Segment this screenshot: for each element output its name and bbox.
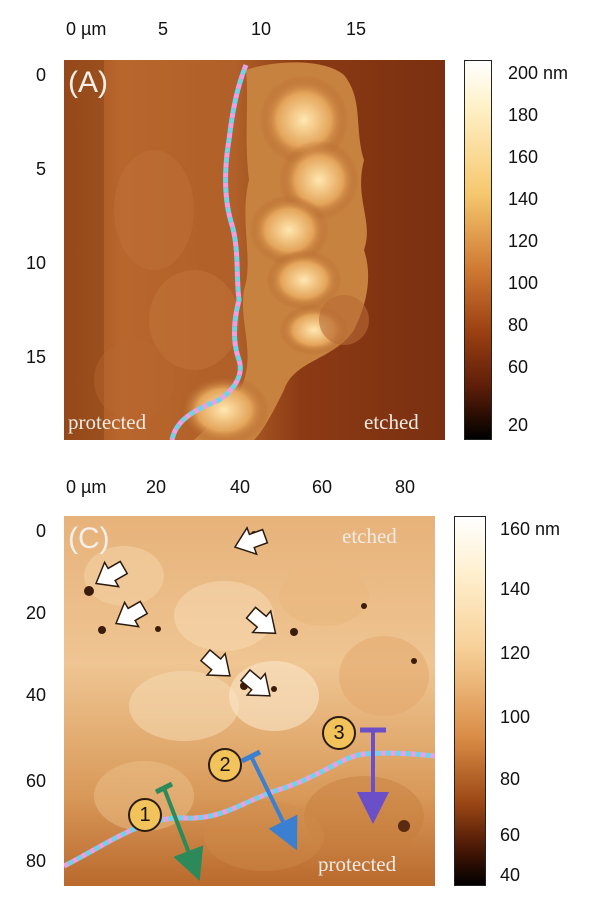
- panel-a-ytick-10: 10: [26, 253, 47, 273]
- colorbar-a-tick: 140: [508, 189, 539, 209]
- colorbar-a-tick: 80: [508, 315, 529, 335]
- panel-c-ytick-0: 0: [36, 521, 47, 541]
- panel-c-xtick-40: 40: [230, 477, 251, 497]
- colorbar-a-tick: 120: [508, 231, 539, 251]
- colorbar-c-tick: 140: [500, 579, 531, 599]
- marker-1: 1: [128, 798, 162, 832]
- panel-c-xtick-60: 60: [312, 477, 333, 497]
- panel-c-label: (C): [68, 522, 110, 555]
- panel-c-xtick-80: 80: [395, 477, 416, 497]
- colorbar-a: [464, 60, 492, 440]
- afm-image-a: [64, 60, 445, 440]
- panel-a-label: (A): [68, 66, 108, 99]
- afm-image-c: [64, 516, 435, 886]
- panel-a-protected-label: protected: [68, 410, 147, 434]
- panel-a-xtick-0: 0 µm: [66, 19, 107, 39]
- colorbar-c-tick: 120: [500, 643, 531, 663]
- marker-3: 3: [322, 716, 356, 750]
- panel-c-ytick-80: 80: [26, 851, 47, 871]
- panel-a-xtick-10: 10: [251, 19, 272, 39]
- panel-c-protected-label: protected: [318, 852, 397, 876]
- colorbar-c-unit: 160 nm: [500, 519, 561, 539]
- colorbar-a-tick: 20: [508, 415, 529, 435]
- panel-c-etched-label: etched: [342, 524, 397, 548]
- panel-a-xtick-5: 5: [158, 19, 169, 39]
- marker-2: 2: [208, 748, 242, 782]
- panel-c-ytick-60: 60: [26, 771, 47, 791]
- colorbar-c-tick: 80: [500, 769, 521, 789]
- panel-c-xtick-20: 20: [146, 477, 167, 497]
- panel-c-ytick-40: 40: [26, 685, 47, 705]
- colorbar-a-unit: 200 nm: [508, 63, 569, 83]
- panel-a-etched-label: etched: [364, 410, 419, 434]
- colorbar-a-tick: 160: [508, 147, 539, 167]
- colorbar-a-tick: 60: [508, 357, 529, 377]
- panel-a-xtick-15: 15: [346, 19, 367, 39]
- panel-c-xtick-0: 0 µm: [66, 477, 107, 497]
- panel-a-ytick-0: 0: [36, 65, 47, 85]
- colorbar-c-tick: 40: [500, 865, 521, 885]
- colorbar-a-tick: 180: [508, 105, 539, 125]
- colorbar-c-tick: 100: [500, 707, 531, 727]
- colorbar-c: [454, 516, 486, 886]
- colorbar-c-tick: 60: [500, 825, 521, 845]
- panel-a-ytick-5: 5: [36, 159, 47, 179]
- panel-c-ytick-20: 20: [26, 603, 47, 623]
- colorbar-a-tick: 100: [508, 273, 539, 293]
- panel-a-ytick-15: 15: [26, 347, 47, 367]
